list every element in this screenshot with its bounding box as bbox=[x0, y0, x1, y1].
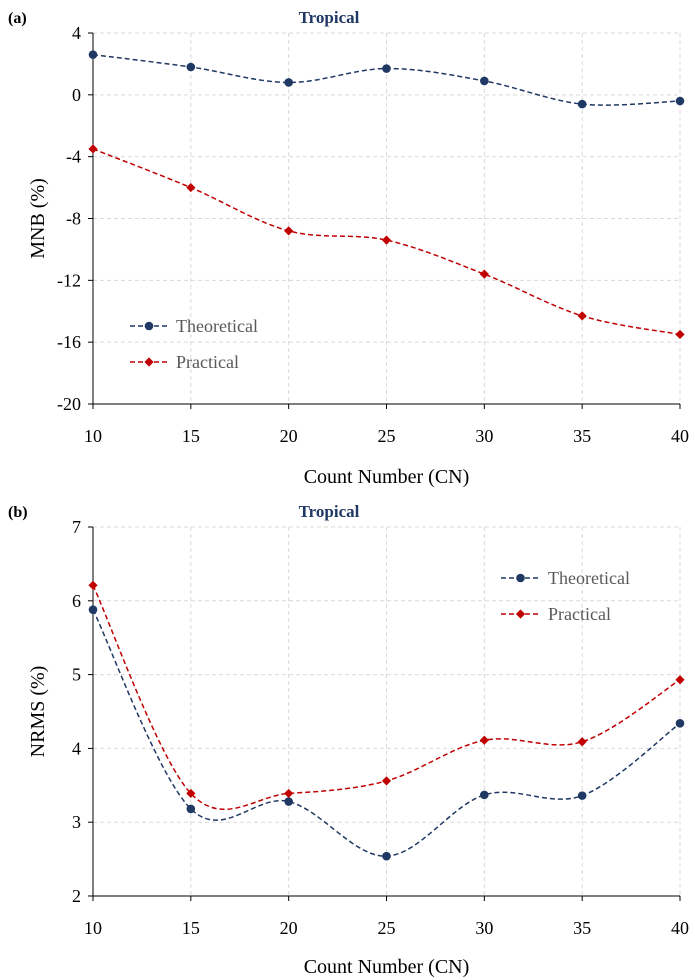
x-tick-label: 10 bbox=[84, 426, 102, 446]
data-point bbox=[382, 851, 391, 861]
data-point bbox=[479, 735, 489, 745]
panel-label: (b) bbox=[8, 504, 28, 521]
series-practical bbox=[88, 144, 685, 340]
y-tick-label: -12 bbox=[57, 270, 81, 290]
data-point bbox=[577, 99, 587, 109]
data-point bbox=[284, 78, 293, 87]
legend-label: Practical bbox=[176, 352, 239, 372]
data-point bbox=[186, 804, 196, 814]
y-tick-label: 5 bbox=[72, 665, 81, 685]
data-point bbox=[186, 182, 196, 193]
data-point bbox=[577, 311, 587, 321]
x-tick-label: 15 bbox=[182, 426, 200, 446]
legend-label: Theoretical bbox=[548, 568, 630, 588]
chart-title: Tropical bbox=[299, 8, 360, 27]
y-tick-label: 4 bbox=[72, 23, 81, 43]
legend-marker bbox=[144, 321, 154, 331]
legend-marker bbox=[515, 609, 526, 619]
data-point bbox=[88, 580, 98, 590]
x-tick-label: 30 bbox=[475, 426, 493, 446]
legend-label: Theoretical bbox=[176, 316, 258, 336]
y-axis-label: NRMS (%) bbox=[27, 666, 49, 758]
y-tick-label: 0 bbox=[72, 85, 81, 105]
x-tick-label: 20 bbox=[280, 426, 298, 446]
series-line bbox=[92, 584, 681, 811]
series-theoretical bbox=[88, 50, 685, 109]
x-tick-label: 30 bbox=[475, 918, 493, 938]
data-point bbox=[284, 226, 294, 236]
data-point bbox=[284, 788, 294, 799]
y-tick-label: 4 bbox=[72, 738, 81, 758]
y-tick-label: -20 bbox=[57, 394, 81, 414]
x-axis-label: Count Number (CN) bbox=[304, 956, 470, 978]
data-point bbox=[675, 329, 685, 340]
legend-entry-practical: Practical bbox=[501, 604, 611, 624]
x-tick-label: 10 bbox=[84, 918, 102, 938]
x-tick-label: 20 bbox=[280, 918, 298, 938]
data-point bbox=[284, 797, 293, 806]
data-point bbox=[381, 776, 392, 786]
legend-marker bbox=[144, 357, 154, 367]
panel-label: (a) bbox=[8, 10, 27, 27]
data-point bbox=[480, 76, 489, 86]
data-point bbox=[186, 788, 196, 799]
y-tick-label: -4 bbox=[66, 147, 81, 167]
chart-title: Tropical bbox=[299, 502, 360, 521]
x-tick-label: 25 bbox=[378, 918, 396, 938]
data-point bbox=[480, 790, 489, 800]
data-point bbox=[577, 791, 587, 800]
x-tick-label: 15 bbox=[182, 918, 200, 938]
series-theoretical bbox=[88, 605, 685, 861]
y-tick-label: 6 bbox=[72, 591, 81, 611]
chart-panel-a: -20 -16 -12 -8 -4 0 4 10 15 20 25 30 35 40 Count Numbe… bbox=[8, 8, 689, 488]
legend-marker bbox=[516, 573, 525, 583]
x-tick-label: 35 bbox=[573, 426, 591, 446]
data-point bbox=[88, 605, 98, 614]
data-point bbox=[88, 50, 98, 59]
chart-panel-b: 2 3 4 5 6 7 10 15 20 25 30 35 40 Count Number (CN) NRM… bbox=[8, 502, 689, 978]
data-point bbox=[186, 62, 196, 72]
x-tick-label: 35 bbox=[573, 918, 591, 938]
x-tick-label: 40 bbox=[671, 426, 689, 446]
x-tick-label: 40 bbox=[671, 918, 689, 938]
legend-entry-theoretical: Theoretical bbox=[501, 568, 630, 588]
data-point bbox=[381, 235, 392, 245]
y-tick-label: -8 bbox=[66, 209, 81, 229]
series-practical bbox=[88, 580, 685, 811]
data-point bbox=[577, 737, 587, 747]
gridlines-a bbox=[93, 32, 681, 404]
y-tick-label: 2 bbox=[72, 886, 81, 906]
data-point bbox=[675, 719, 685, 728]
y-tick-label: 7 bbox=[72, 517, 81, 537]
data-point bbox=[382, 64, 391, 73]
legend-label: Practical bbox=[548, 604, 611, 624]
data-point bbox=[88, 144, 98, 154]
y-tick-label: 3 bbox=[72, 812, 81, 832]
data-point bbox=[675, 96, 685, 106]
x-axis-label: Count Number (CN) bbox=[304, 466, 470, 488]
y-axis-label: MNB (%) bbox=[27, 178, 49, 259]
legend-entry-practical: Practical bbox=[130, 352, 239, 372]
gridlines-b bbox=[93, 526, 681, 896]
data-point bbox=[675, 675, 685, 685]
x-tick-label: 25 bbox=[378, 426, 396, 446]
data-point bbox=[479, 269, 489, 279]
legend-entry-theoretical: Theoretical bbox=[130, 316, 258, 336]
y-tick-label: -16 bbox=[57, 332, 81, 352]
